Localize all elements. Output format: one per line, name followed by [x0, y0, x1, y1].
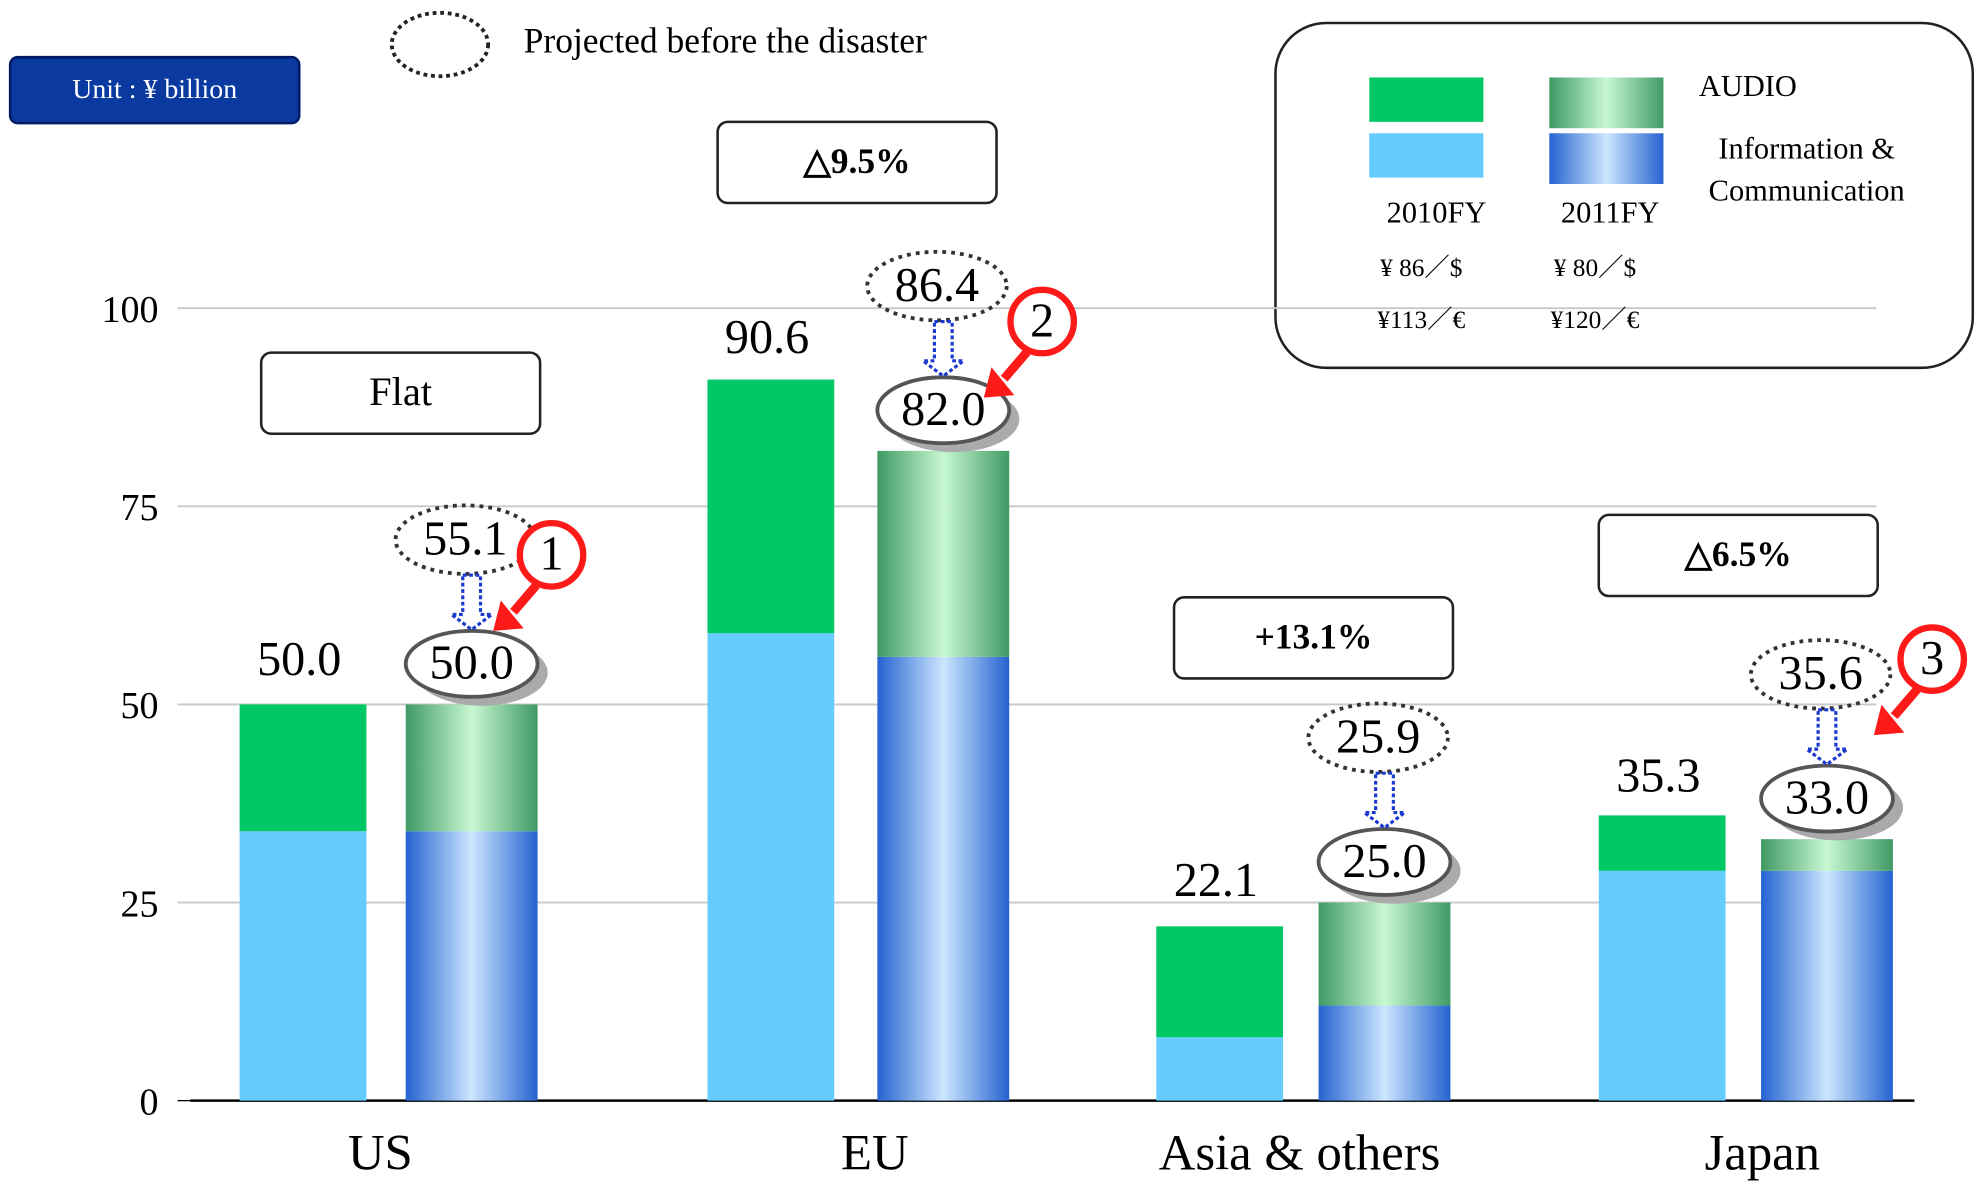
total-label: 25.0 [1342, 835, 1426, 888]
total-label: 33.0 [1785, 771, 1869, 824]
total-label: 50.0 [430, 637, 514, 690]
y-tick-label: 50 [120, 685, 158, 727]
change-label: △6.5% [1684, 534, 1792, 574]
legend-label: AUDIO [1699, 69, 1797, 103]
callout-arrowhead [493, 600, 524, 631]
change-label: +13.1% [1255, 617, 1373, 657]
total-label: 50.0 [257, 633, 341, 686]
callout-number: 2 [1030, 294, 1054, 347]
legend-swatch [1369, 77, 1484, 122]
label-ellipse [875, 375, 1012, 446]
callout-number: 1 [539, 528, 563, 581]
callout-number: 3 [1920, 632, 1944, 685]
callout-circle [516, 519, 587, 590]
unit-box [8, 55, 301, 125]
note: Projected before the disaster [524, 21, 927, 61]
projected-ellipse [1306, 701, 1450, 774]
projected-ellipse [865, 249, 1009, 323]
bar-segment [1761, 839, 1893, 871]
unit-label: Unit : ¥ billion [72, 74, 237, 105]
y-tick-label: 100 [101, 289, 158, 331]
bar-segment [1318, 902, 1451, 1006]
change-box [259, 351, 542, 436]
rate-label: ¥ 86／$ [1380, 254, 1462, 282]
legend-label-box: Information & Communication [1708, 133, 1905, 209]
bar-segment [707, 379, 835, 634]
x-tick-label: EU [841, 1124, 909, 1180]
label-ellipse [403, 628, 540, 699]
projected-label: 25.9 [1336, 711, 1420, 764]
bar-segment [239, 831, 367, 1101]
projected-arrow [918, 319, 969, 379]
bar-segment [1156, 926, 1284, 1038]
bar-segment [1598, 815, 1726, 871]
rate-label: ¥113／€ [1377, 306, 1465, 334]
total-label: 35.3 [1616, 749, 1700, 802]
x-tick-label: US [348, 1124, 413, 1180]
callout-arrowhead [983, 367, 1015, 398]
label-ellipse [1759, 763, 1895, 834]
callout-arrowhead [1873, 704, 1905, 736]
change-box [1172, 596, 1455, 680]
change-box [1597, 513, 1879, 598]
period-label: 2011FY [1561, 196, 1660, 230]
bar-segment [1598, 870, 1726, 1101]
projected-label: 86.4 [895, 259, 979, 312]
change-label: Flat [369, 369, 433, 414]
callout-circle [1897, 624, 1968, 694]
projected-arrow [1359, 771, 1410, 830]
bar-segment [239, 704, 367, 832]
bar-segment [1156, 1037, 1284, 1101]
projected-arrow [1801, 708, 1853, 767]
x-tick-label: Asia & others [1159, 1124, 1441, 1180]
bar-segment [877, 450, 1010, 657]
bar-segment [405, 831, 538, 1101]
note-icon [389, 10, 491, 79]
projected-label: 55.1 [423, 512, 507, 565]
change-box [716, 120, 998, 205]
callout-circle [1007, 286, 1078, 357]
total-label: 22.1 [1174, 854, 1258, 907]
rate-label: ¥ 80／$ [1554, 254, 1636, 282]
label-ellipse [1316, 827, 1453, 897]
y-tick-label: 0 [139, 1081, 158, 1123]
bar-segment [1318, 1005, 1451, 1101]
bar-segment [1761, 870, 1893, 1101]
legend-swatch [1549, 77, 1664, 129]
bar-segment [877, 656, 1010, 1101]
y-tick-label: 75 [120, 487, 158, 529]
legend-label: Information & Communication [1708, 133, 1905, 209]
y-tick-label: 25 [120, 883, 158, 925]
callout-arrow [510, 582, 540, 615]
change-label: △9.5% [802, 141, 910, 181]
rate-label: ¥120／€ [1551, 306, 1640, 334]
legend-swatch [1369, 133, 1484, 178]
projected-label: 35.6 [1779, 647, 1863, 700]
bar-segment [707, 633, 835, 1101]
bar-segment [405, 704, 538, 832]
legend-swatch [1549, 133, 1664, 184]
total-label: 90.6 [725, 311, 809, 364]
period-label: 2010FY [1387, 196, 1487, 230]
x-tick-label: Japan [1705, 1124, 1820, 1180]
projected-ellipse [1749, 638, 1893, 711]
projected-arrow [446, 573, 497, 632]
total-label: 82.0 [901, 383, 985, 436]
callout-arrow [1890, 686, 1921, 720]
callout-arrow [1000, 349, 1031, 382]
